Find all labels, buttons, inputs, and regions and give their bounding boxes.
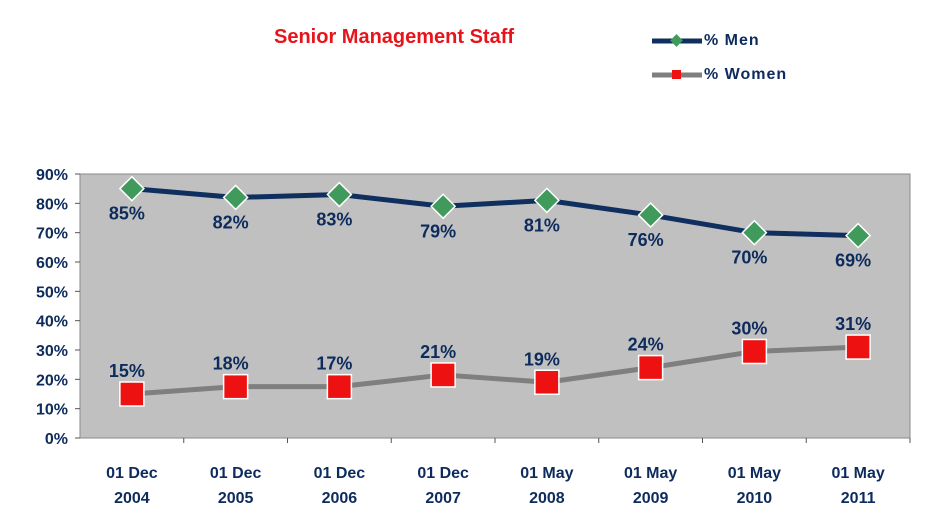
x-tick-label-line1: 01 Dec: [314, 465, 366, 482]
y-tick-label: 70%: [36, 226, 68, 243]
x-tick-label-line1: 01 Dec: [417, 465, 469, 482]
data-label: 30%: [731, 318, 767, 338]
data-label: 81%: [524, 215, 560, 235]
y-axis: 0% 10% 20% 30% 40% 50% 60% 70% 80% 90%: [36, 167, 80, 448]
x-tick-label-line1: 01 May: [728, 465, 781, 482]
y-tick-label: 90%: [36, 167, 68, 184]
data-label: 21%: [420, 342, 456, 362]
plot-area: [80, 174, 910, 438]
data-label: 15%: [109, 361, 145, 381]
data-label: 79%: [420, 221, 456, 241]
x-tick-label-line2: 2010: [737, 490, 773, 507]
data-point-marker: [535, 370, 559, 394]
data-label: 69%: [835, 251, 871, 271]
x-tick-label-line1: 01 Dec: [106, 465, 158, 482]
data-point-marker: [742, 339, 766, 363]
x-tick-label-line2: 2007: [425, 490, 461, 507]
x-axis: 01 Dec 2004 01 Dec 2005 01 Dec 2006 01 Dec 2007…: [106, 438, 910, 507]
data-label: 19%: [524, 349, 560, 369]
data-point-marker: [327, 375, 351, 399]
data-label: 70%: [731, 248, 767, 268]
y-tick-label: 50%: [36, 284, 68, 301]
y-tick-label: 10%: [36, 402, 68, 419]
x-tick-label-line2: 2008: [529, 490, 565, 507]
x-tick-label-line1: 01 May: [520, 465, 573, 482]
y-tick-label: 40%: [36, 314, 68, 331]
data-label: 85%: [109, 204, 145, 224]
data-label: 24%: [628, 335, 664, 355]
data-point-marker: [431, 363, 455, 387]
data-point-marker: [224, 375, 248, 399]
data-label: 18%: [213, 354, 249, 374]
y-tick-label: 20%: [36, 372, 68, 389]
data-point-marker: [846, 335, 870, 359]
data-point-marker: [639, 356, 663, 380]
y-tick-label: 0%: [45, 431, 68, 448]
data-label: 82%: [213, 212, 249, 232]
data-label: 83%: [316, 210, 352, 230]
x-tick-label-line2: 2011: [841, 490, 876, 507]
x-tick-label-line2: 2006: [322, 490, 358, 507]
x-tick-label-line2: 2005: [218, 490, 254, 507]
x-tick-label-line2: 2009: [633, 490, 669, 507]
x-tick-label-line2: 2004: [114, 490, 150, 507]
data-label: 31%: [835, 314, 871, 334]
x-tick-label-line1: 01 Dec: [210, 465, 262, 482]
data-label: 76%: [628, 230, 664, 250]
y-tick-label: 80%: [36, 196, 68, 213]
x-tick-label-line1: 01 May: [624, 465, 677, 482]
x-tick-label-line1: 01 May: [831, 465, 884, 482]
y-tick-label: 60%: [36, 255, 68, 272]
data-point-marker: [120, 382, 144, 406]
y-tick-label: 30%: [36, 343, 68, 360]
data-label: 17%: [316, 354, 352, 374]
